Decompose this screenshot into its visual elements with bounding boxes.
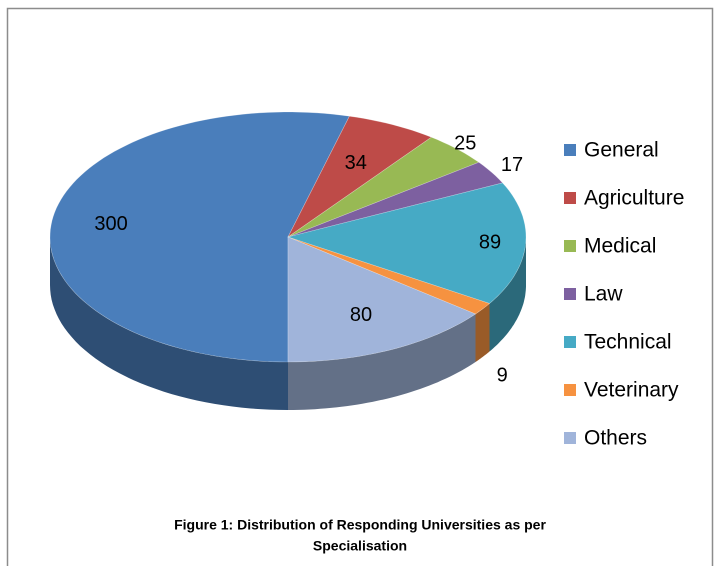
data-label: 34 — [345, 152, 367, 174]
caption-line: Specialisation — [313, 538, 407, 554]
chart-border — [6, 7, 714, 566]
slice — [49, 111, 350, 363]
legend-label: Law — [584, 283, 623, 306]
legend-label: Others — [584, 427, 647, 450]
data-label: 25 — [454, 133, 476, 155]
data-label: 9 — [497, 364, 508, 386]
slice-side — [50, 237, 288, 410]
slice-side — [475, 303, 490, 362]
legend-swatch — [564, 288, 576, 300]
legend-swatch — [564, 336, 576, 348]
legend-swatch — [564, 144, 576, 156]
slice — [287, 136, 480, 238]
legend-label: General — [584, 139, 659, 162]
legend-swatch — [564, 432, 576, 444]
slice — [287, 236, 477, 363]
legend-swatch — [564, 192, 576, 204]
slice — [287, 161, 504, 238]
legend-label: Medical — [584, 235, 656, 258]
legend-label: Agriculture — [584, 187, 684, 210]
slice — [287, 115, 433, 238]
slice-side — [288, 314, 476, 410]
data-label: 89 — [479, 231, 501, 253]
slice — [286, 182, 527, 304]
legend-swatch — [564, 384, 576, 396]
legend-label: Technical — [584, 331, 672, 354]
data-label: 300 — [94, 213, 127, 235]
slice-side — [489, 237, 526, 352]
legend-label: Veterinary — [584, 379, 679, 402]
legend-swatch — [564, 240, 576, 252]
data-label: 17 — [501, 154, 523, 176]
data-label: 80 — [350, 304, 372, 326]
caption-line: Figure 1: Distribution of Responding Uni… — [174, 517, 546, 533]
